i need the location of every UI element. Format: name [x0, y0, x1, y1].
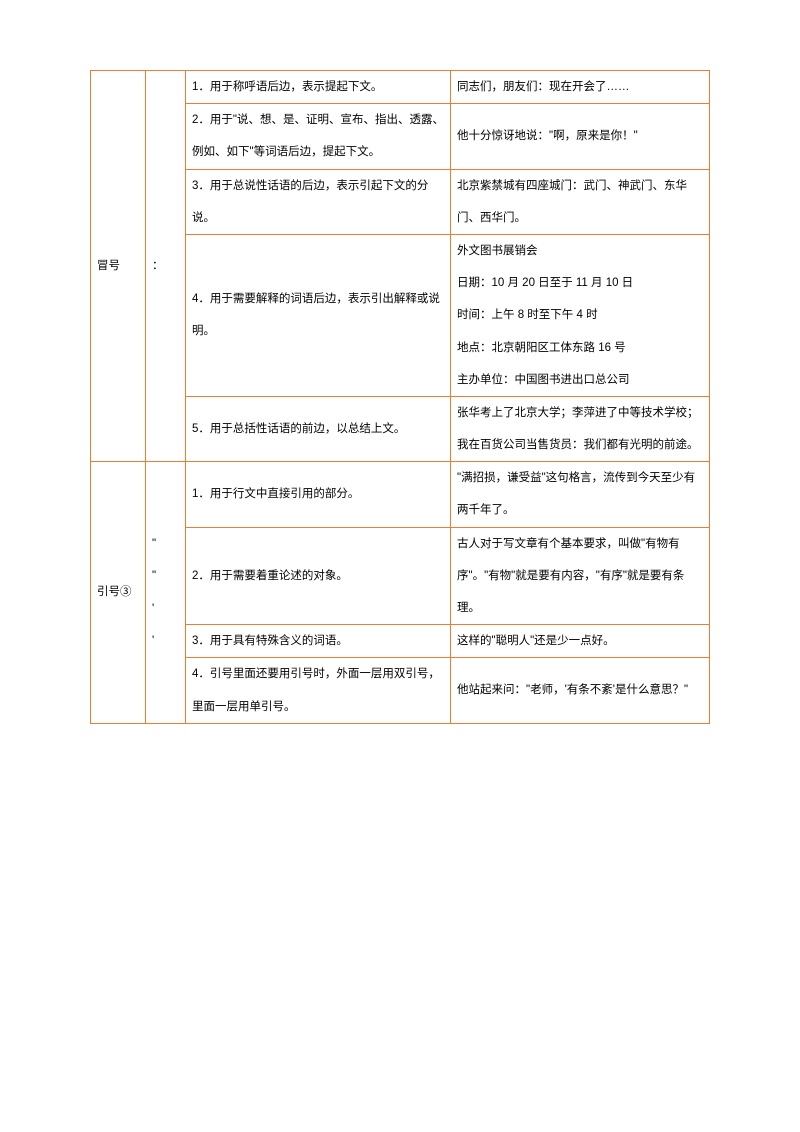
mark-symbol: ： [146, 71, 186, 462]
example-cell: 北京紫禁城有四座城门：武门、神武门、东华门、西华门。 [451, 169, 710, 234]
usage-cell: 2．用于"说、想、是、证明、宣布、指出、透露、例如、如下"等词语后边，提起下文。 [186, 104, 451, 169]
usage-cell: 3．用于具有特殊含义的词语。 [186, 625, 451, 658]
example-cell: 他十分惊讶地说："啊，原来是你！" [451, 104, 710, 169]
usage-cell: 5．用于总括性话语的前边，以总结上文。 [186, 396, 451, 461]
punctuation-table: 冒号 ： 1．用于称呼语后边，表示提起下文。 同志们，朋友们：现在开会了…… 2… [90, 70, 710, 724]
example-cell: 外文图书展销会日期：10 月 20 日至于 11 月 10 日时间：上午 8 时… [451, 234, 710, 396]
mark-symbol: ""'' [146, 462, 186, 724]
usage-cell: 1．用于称呼语后边，表示提起下文。 [186, 71, 451, 104]
usage-cell: 1．用于行文中直接引用的部分。 [186, 462, 451, 527]
table-row: 冒号 ： 1．用于称呼语后边，表示提起下文。 同志们，朋友们：现在开会了…… [91, 71, 710, 104]
usage-cell: 4．引号里面还要用引号时，外面一层用双引号，里面一层用单引号。 [186, 658, 451, 723]
usage-cell: 4．用于需要解释的词语后边，表示引出解释或说明。 [186, 234, 451, 396]
example-cell: 古人对于写文章有个基本要求，叫做"有物有序"。"有物"就是要有内容，"有序"就是… [451, 527, 710, 625]
usage-cell: 3．用于总说性话语的后边，表示引起下文的分说。 [186, 169, 451, 234]
table-row: 引号③ ""'' 1．用于行文中直接引用的部分。 "满招损，谦受益"这句格言，流… [91, 462, 710, 527]
mark-name: 引号③ [91, 462, 146, 724]
example-cell: 他站起来问："老师，'有条不紊'是什么意思？" [451, 658, 710, 723]
usage-cell: 2．用于需要着重论述的对象。 [186, 527, 451, 625]
example-cell: "满招损，谦受益"这句格言，流传到今天至少有两千年了。 [451, 462, 710, 527]
example-cell: 同志们，朋友们：现在开会了…… [451, 71, 710, 104]
mark-name: 冒号 [91, 71, 146, 462]
example-cell: 张华考上了北京大学；李萍进了中等技术学校；我在百货公司当售货员：我们都有光明的前… [451, 396, 710, 461]
example-cell: 这样的"聪明人"还是少一点好。 [451, 625, 710, 658]
